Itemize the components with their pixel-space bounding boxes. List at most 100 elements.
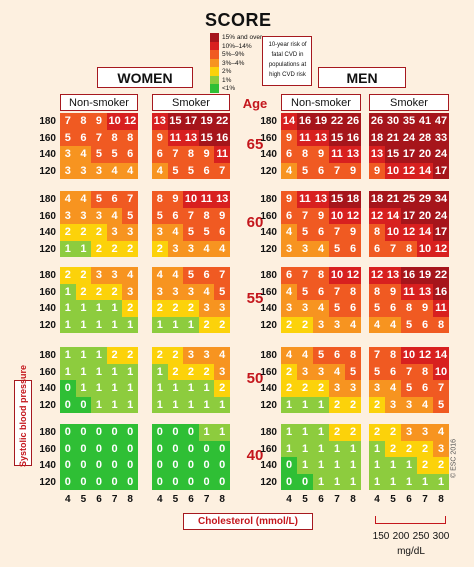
- risk-cell: 17: [401, 207, 417, 224]
- legend-swatch: [210, 33, 219, 42]
- risk-cell: 1: [60, 363, 76, 380]
- risk-cell: 6: [313, 283, 329, 300]
- risk-cell: 1: [152, 316, 168, 333]
- risk-cell: 5: [297, 162, 313, 179]
- risk-cell: 1: [75, 316, 92, 333]
- risk-cell: 0: [75, 457, 92, 474]
- risk-cell: 16: [214, 129, 230, 146]
- risk-cell: 7: [297, 207, 313, 224]
- risk-cell: 3: [91, 267, 107, 284]
- risk-cell: 11: [433, 300, 449, 317]
- legend-label: 15% and over: [222, 34, 263, 41]
- risk-cell: 6: [417, 380, 433, 397]
- risk-cell: 9: [214, 207, 230, 224]
- risk-cell: 7: [167, 146, 184, 163]
- risk-cell: 2: [281, 380, 297, 397]
- risk-cell: 9: [91, 113, 107, 130]
- bp-tick: 160: [260, 132, 277, 144]
- risk-cell: 2: [75, 224, 92, 241]
- risk-cell: 1: [106, 380, 123, 397]
- risk-cell: 3: [401, 396, 417, 413]
- risk-cell: 8: [433, 316, 449, 333]
- risk-cell: 1: [313, 473, 329, 490]
- bp-tick: 180: [260, 427, 277, 438]
- bp-tick: 140: [260, 303, 277, 314]
- risk-cell: 1: [91, 396, 107, 413]
- risk-cell: 5: [167, 162, 184, 179]
- risk-cell: 17: [433, 162, 449, 179]
- risk-cell: 41: [417, 113, 433, 130]
- y-axis-label-box: [14, 380, 32, 466]
- risk-cell: 3: [152, 283, 168, 300]
- risk-cell: 1: [122, 363, 138, 380]
- risk-cell: 1: [345, 457, 361, 474]
- risk-cell: 2: [152, 300, 168, 317]
- risk-cell: 6: [167, 207, 184, 224]
- risk-cell: 6: [385, 300, 401, 317]
- risk-grid: 14 16 19 22 26 9 11 13 15 16 6 8 9 11 13 4 5 6 7 9: [281, 113, 361, 179]
- risk-cell: 16: [345, 129, 361, 146]
- risk-cell: 2: [152, 347, 168, 364]
- legend-label: <1%: [222, 85, 236, 92]
- risk-cell: 24: [401, 129, 417, 146]
- risk-cell: 9: [167, 191, 184, 208]
- risk-cell: 5: [91, 191, 107, 208]
- legend-label: 3%–4%: [222, 59, 245, 67]
- risk-cell: 4: [385, 380, 401, 397]
- risk-cell: 7: [329, 224, 345, 241]
- risk-cell: 3: [214, 300, 230, 317]
- risk-cell: 1: [106, 300, 123, 317]
- risk-cell: 8: [369, 283, 385, 300]
- risk-cell: 3: [433, 440, 449, 457]
- risk-cell: 13: [183, 129, 199, 146]
- risk-cell: 2: [198, 363, 215, 380]
- risk-cell: 4: [122, 162, 138, 179]
- chol-tick: 5: [80, 494, 87, 505]
- risk-cell: 12: [369, 207, 385, 224]
- bp-tick: 180: [39, 116, 56, 127]
- risk-cell: 2: [91, 283, 107, 300]
- risk-cell: 0: [91, 457, 107, 474]
- risk-cell: 2: [152, 240, 168, 257]
- risk-cell: 12: [345, 267, 361, 284]
- risk-cell: 0: [106, 473, 123, 490]
- risk-cell: 5: [214, 283, 230, 300]
- risk-cell: 9: [345, 162, 361, 179]
- risk-cell: 4: [385, 316, 401, 333]
- risk-cell: 0: [91, 424, 107, 441]
- risk-cell: 4: [329, 363, 345, 380]
- risk-cell: 1: [214, 424, 230, 441]
- risk-cell: 6: [281, 267, 297, 284]
- chol-tick: 8: [219, 494, 225, 505]
- risk-cell: 4: [433, 424, 449, 441]
- risk-cell: 9: [369, 162, 385, 179]
- x-axis-label: Cholesterol (mmol/L): [197, 516, 298, 527]
- bp-tick: 140: [260, 149, 277, 160]
- y-axis-label: Systolic blood pressure: [18, 364, 28, 467]
- risk-cell: 4: [152, 267, 168, 284]
- risk-cell: 6: [313, 224, 329, 241]
- chol-tick: 7: [203, 494, 210, 505]
- risk-cell: 0: [122, 440, 138, 457]
- risk-cell: 0: [281, 457, 297, 474]
- risk-cell: 1: [281, 396, 297, 413]
- score-logo: SCORE: [205, 10, 272, 30]
- risk-cell: 3: [60, 146, 76, 163]
- chol-tick: 5: [172, 494, 179, 505]
- risk-cell: 15: [385, 146, 401, 163]
- risk-grid: 6 7 8 10 12 4 5 6 7 8 3 3 4 5 6 2 2 3 3 4: [281, 267, 361, 333]
- risk-cell: 0: [106, 424, 123, 441]
- risk-cell: 1: [183, 316, 199, 333]
- bp-tick: 160: [260, 286, 277, 298]
- risk-cell: 3: [297, 240, 313, 257]
- bp-tick: 160: [39, 286, 56, 298]
- risk-cell: 1: [297, 396, 313, 413]
- risk-cell: 9: [313, 146, 329, 163]
- risk-cell: 26: [369, 113, 385, 130]
- risk-cell: 4: [313, 240, 329, 257]
- risk-cell: 1: [122, 380, 138, 397]
- risk-cell: 8: [122, 129, 138, 146]
